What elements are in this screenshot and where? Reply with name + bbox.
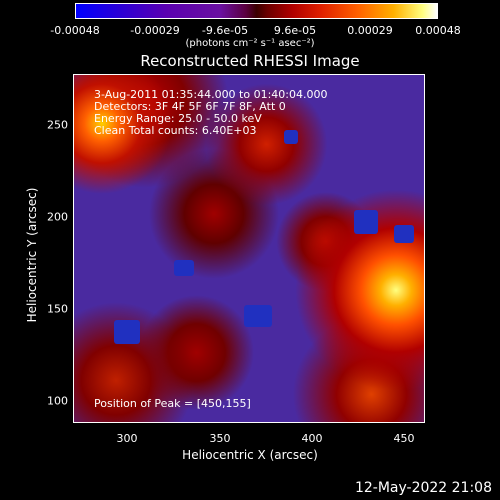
colorbar-tick-label: 0.00029 (347, 24, 393, 37)
x-tick-label: 300 (116, 432, 138, 445)
y-tick-label: 200 (47, 210, 68, 224)
plot-title: Reconstructed RHESSI Image (140, 52, 360, 70)
colorbar-tick-label: 0.00048 (415, 24, 461, 37)
timestamp: 12-May-2022 21:08 (354, 480, 492, 496)
x-tick-label: 350 (209, 432, 231, 445)
map-feature (364, 215, 378, 229)
colorbar-tick-label: -0.00029 (130, 24, 180, 37)
info-line: Detectors: 3F 4F 5F 6F 7F 8F, Att 0 (94, 100, 286, 113)
map-feature (174, 260, 194, 276)
y-tick-label: 100 (47, 394, 68, 408)
colorbar-units: (photons cm⁻² s⁻¹ asec⁻²) (185, 38, 315, 49)
map-feature (114, 320, 140, 344)
colorbar-tick-label: 9.6e-05 (273, 24, 317, 37)
colorbar (75, 3, 438, 19)
colorbar-tick-label: -9.6e-05 (201, 24, 249, 37)
rhessi-image: 3-Aug-2011 01:35:44.000 to 01:40:04.000 … (73, 74, 425, 423)
y-tick-label: 250 (47, 118, 68, 132)
map-feature (284, 130, 298, 144)
info-line: Clean Total counts: 6.40E+03 (94, 124, 257, 137)
x-tick-label: 450 (393, 432, 415, 445)
map-feature (394, 225, 414, 243)
y-tick-label: 150 (47, 302, 68, 316)
image-map (74, 75, 424, 422)
info-line: Energy Range: 25.0 - 50.0 keV (94, 112, 262, 125)
x-tick-label: 400 (301, 432, 323, 445)
map-feature (244, 305, 272, 327)
colorbar-tick-label: -0.00048 (50, 24, 100, 37)
peak-position: Position of Peak = [450,155] (94, 397, 251, 410)
y-axis-label: Heliocentric Y (arcsec) (25, 187, 39, 323)
info-line: 3-Aug-2011 01:35:44.000 to 01:40:04.000 (94, 88, 328, 101)
x-axis-label: Heliocentric X (arcsec) (182, 448, 318, 462)
